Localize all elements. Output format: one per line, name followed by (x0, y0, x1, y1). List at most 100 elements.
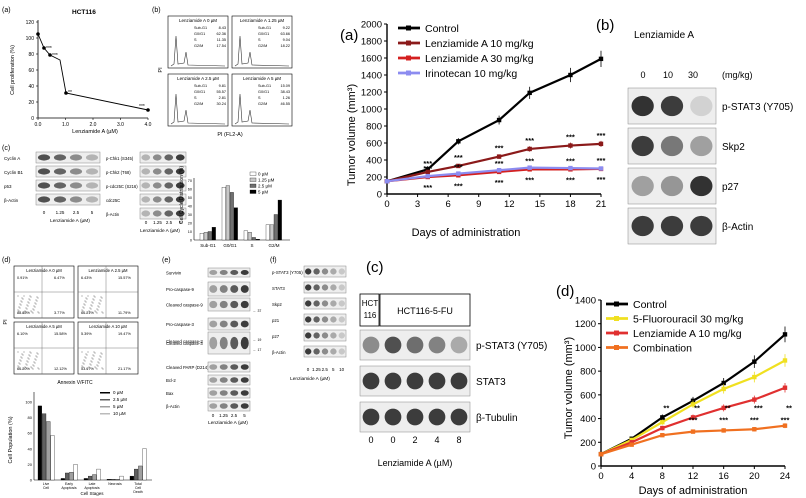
pd-quadrant: 0.91% (17, 276, 28, 280)
star-d: *** (719, 415, 728, 424)
panel-f-small: (f) p-STAT3 (Y705) STAT3 Skp2 p21 p27 β-Actin… (270, 257, 347, 382)
cp-ytick: 80 (28, 415, 33, 420)
pd-dot (22, 312, 24, 314)
pd-dot (18, 306, 20, 308)
pe-band-label: β-Actin (166, 404, 180, 409)
cc-bar (277, 199, 282, 241)
pd-dot (34, 306, 36, 308)
star-d: *** (781, 415, 790, 424)
cp-legend-swatch (100, 399, 110, 401)
cp-category: Live (43, 482, 49, 486)
star-d: *** (754, 404, 763, 413)
pb-row-value: 38.43 (280, 90, 290, 94)
cc-legend-swatch (249, 171, 257, 176)
pd-dot (33, 361, 35, 363)
cp-xlabel: Cell Stages (80, 491, 104, 496)
blot-band (85, 182, 99, 189)
data-point (456, 163, 461, 169)
pb-facet-title: Lenziamide A 5 µM (243, 76, 281, 81)
pd-dot (23, 351, 25, 353)
pd-dot (21, 357, 23, 359)
pf-blot-row (303, 329, 347, 342)
pa-xtick-label: 1.0 (62, 122, 69, 128)
blot-band (660, 175, 684, 197)
panel-d-small-label: (d) (2, 257, 11, 264)
blot-band (305, 332, 312, 339)
blot-band (240, 364, 249, 370)
blot-band (406, 372, 424, 390)
blot-band (230, 320, 239, 328)
panel-d-main-label: (d) (556, 283, 574, 300)
cc-legend-label: 5 µM (258, 190, 268, 195)
blot-strip (207, 400, 251, 412)
cc-category: G0/G1 (223, 243, 237, 248)
pc-right-blot-row (139, 151, 187, 164)
panel-e-small: (e) Survivin Pro-caspase-9 Cleaved caspase… (162, 257, 261, 426)
pd-dot (38, 368, 40, 370)
cc-ytick: 50 (188, 196, 192, 200)
pb-row-label: S (194, 38, 197, 42)
panel-a-main-xlabel: Days of administration (412, 227, 521, 239)
pb-histogram (170, 35, 226, 67)
pb-facet: Lenziamide A 2.5 µM Sub-G1 9.81 G0/G1 55.57 S… (167, 73, 229, 127)
pd-dot (35, 299, 37, 301)
blot-strip (139, 179, 187, 192)
pd-dot (22, 354, 24, 356)
data-point (660, 415, 665, 420)
pc-right-blot-row (139, 193, 187, 206)
pd-dot (91, 305, 93, 307)
blot-band (175, 154, 185, 161)
pf-lane: 2.5 (322, 367, 329, 372)
cp-bar (69, 472, 74, 481)
blot-band (313, 284, 320, 291)
pd-quadrant: 3.77% (54, 311, 65, 315)
cp-ylabel: Cell Population (%) (8, 416, 14, 463)
pd-dot (22, 368, 24, 370)
pd-facet-title: Lenziamide A 2.5 µM (89, 268, 128, 273)
panel-a-small: (a) HCT116 Cell proliferation (%) 0 20 40 6… (2, 7, 152, 135)
blot-band (152, 210, 162, 217)
pb-row-value: 2.81 (219, 96, 226, 100)
pe-blot-row (207, 281, 251, 297)
star-top: *** (423, 159, 432, 168)
blot-band (362, 336, 380, 354)
cp-bar (106, 479, 111, 481)
blot-band (219, 364, 228, 370)
cp-bar (111, 479, 116, 481)
cc-ylabel: Cell Cycle Distribution (%) (179, 166, 185, 224)
blot-band (141, 182, 151, 189)
panel-a-small-yticks: 0 20 40 60 80 100 120 (26, 20, 38, 122)
cp-bar (73, 464, 78, 481)
blot-band (660, 135, 684, 157)
pd-facet: Lenziamide A 0 µM 0.91% 6.47% 88.85% 3.77% (13, 265, 75, 319)
pb-row-value: 9.81 (219, 84, 226, 88)
y-tick-label: 1000 (575, 343, 596, 354)
blot-band (141, 168, 151, 175)
pd-dot (27, 357, 29, 359)
pd-dot (37, 297, 39, 299)
blot-band (338, 284, 345, 291)
blot-band (230, 300, 239, 309)
pd-dot (92, 354, 94, 356)
pe-blot-row (207, 317, 251, 331)
pd-dot (17, 309, 19, 311)
pb-facet: Lenziamide A 1.25 µM Sub-G1 9.22 G0/G1 63.66… (231, 15, 293, 69)
pd-dot (34, 302, 36, 304)
data-point (496, 117, 502, 123)
pd-dot (84, 300, 86, 302)
blot-band (240, 269, 249, 276)
blot-band (37, 168, 51, 175)
pd-dot (38, 312, 40, 314)
pd-dot (96, 308, 98, 310)
cc-ytick: 40 (188, 205, 192, 209)
blot-band (209, 403, 218, 409)
pe-blot-row (207, 297, 251, 312)
star-mid: *** (454, 162, 463, 171)
cc-bar (221, 187, 226, 241)
y-tick-label: 200 (580, 438, 596, 449)
pe-blot-row (207, 331, 251, 355)
data-point (690, 429, 696, 434)
pa-ytick-label: 20 (28, 100, 34, 106)
pd-dot (81, 365, 83, 367)
cc-bar (247, 232, 252, 241)
